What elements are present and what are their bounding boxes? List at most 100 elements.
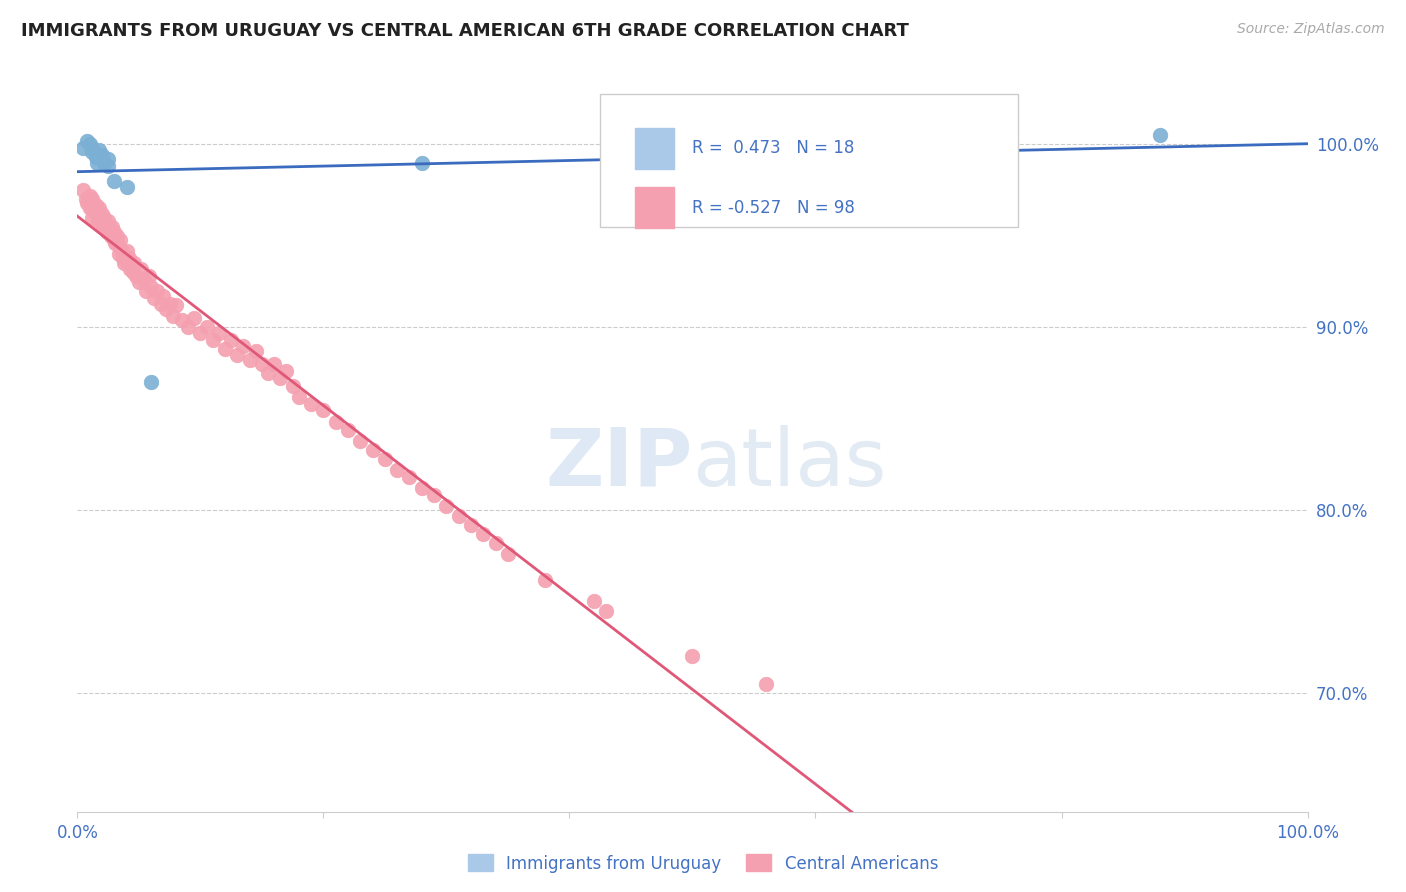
Point <box>447 508 470 523</box>
Point <box>76 196 98 211</box>
Bar <box>634 128 673 169</box>
Point <box>755 677 778 691</box>
Point <box>93 211 115 225</box>
Point <box>142 291 165 305</box>
Point <box>86 207 108 221</box>
Point <box>86 155 108 169</box>
Point <box>107 238 129 252</box>
Point <box>90 148 114 162</box>
Point <box>214 343 236 357</box>
Point <box>485 536 508 550</box>
Point <box>111 244 132 258</box>
Point <box>97 214 120 228</box>
Point <box>115 244 138 258</box>
Point <box>583 594 606 608</box>
Point <box>94 218 117 232</box>
Legend: Immigrants from Uruguay, Central Americans: Immigrants from Uruguay, Central America… <box>461 847 945 880</box>
Point <box>245 344 267 359</box>
Point <box>90 216 114 230</box>
Point <box>112 256 135 270</box>
Point <box>82 145 104 159</box>
FancyBboxPatch shape <box>600 94 1018 227</box>
Point <box>595 604 617 618</box>
Point <box>312 402 335 417</box>
Point <box>423 488 446 502</box>
Point <box>129 261 153 276</box>
Point <box>100 228 122 243</box>
Point <box>89 211 111 225</box>
Text: R = -0.527   N = 98: R = -0.527 N = 98 <box>693 199 855 217</box>
Point <box>98 221 121 235</box>
Point <box>105 228 128 243</box>
Point <box>155 301 177 316</box>
Point <box>135 284 157 298</box>
Text: Source: ZipAtlas.com: Source: ZipAtlas.com <box>1237 22 1385 37</box>
Point <box>496 547 519 561</box>
Point <box>250 357 273 371</box>
Point <box>90 207 114 221</box>
Point <box>82 192 104 206</box>
Point <box>79 137 101 152</box>
Point <box>115 256 138 270</box>
Point <box>108 247 131 261</box>
Point <box>361 442 384 457</box>
Point <box>103 233 125 247</box>
Point <box>170 313 193 327</box>
Point <box>460 517 482 532</box>
Point <box>76 134 98 148</box>
Text: R =  0.473   N = 18: R = 0.473 N = 18 <box>693 139 855 157</box>
Point <box>128 275 150 289</box>
Point <box>72 141 94 155</box>
Point <box>208 326 231 340</box>
Point <box>79 202 101 216</box>
Point <box>436 500 458 514</box>
Point <box>82 196 104 211</box>
Point <box>257 366 280 380</box>
Point <box>374 451 396 466</box>
Point <box>325 415 347 429</box>
Point <box>82 211 104 225</box>
Text: atlas: atlas <box>693 425 887 503</box>
Point <box>150 296 173 310</box>
Point <box>72 183 94 197</box>
Point <box>125 269 148 284</box>
Point <box>188 326 212 340</box>
Point <box>82 141 104 155</box>
Point <box>141 375 163 389</box>
Point <box>93 155 115 169</box>
Point <box>1149 128 1171 143</box>
Point <box>177 320 200 334</box>
Point <box>146 284 169 298</box>
Point <box>276 364 298 378</box>
Point <box>120 261 142 276</box>
Point <box>281 378 304 392</box>
Point <box>411 481 433 495</box>
Point <box>472 526 495 541</box>
Point <box>118 251 141 265</box>
Point <box>183 311 205 326</box>
Point <box>103 174 125 188</box>
Point <box>165 298 187 312</box>
Point <box>104 236 127 251</box>
Point <box>84 146 107 161</box>
Point <box>299 397 322 411</box>
Point <box>288 390 311 404</box>
Point <box>121 265 143 279</box>
Point <box>79 188 101 202</box>
Point <box>89 143 111 157</box>
Point <box>219 333 242 347</box>
Point <box>349 434 371 448</box>
Point <box>87 214 110 228</box>
Point <box>122 256 145 270</box>
Text: IMMIGRANTS FROM URUGUAY VS CENTRAL AMERICAN 6TH GRADE CORRELATION CHART: IMMIGRANTS FROM URUGUAY VS CENTRAL AMERI… <box>21 22 908 40</box>
Point <box>84 198 107 212</box>
Point <box>138 269 160 284</box>
Point <box>96 225 118 239</box>
Point <box>232 338 254 352</box>
Point <box>159 296 181 310</box>
Point <box>239 353 262 368</box>
Point <box>226 348 249 362</box>
Point <box>682 649 704 664</box>
Point <box>398 470 420 484</box>
Point <box>111 251 134 265</box>
